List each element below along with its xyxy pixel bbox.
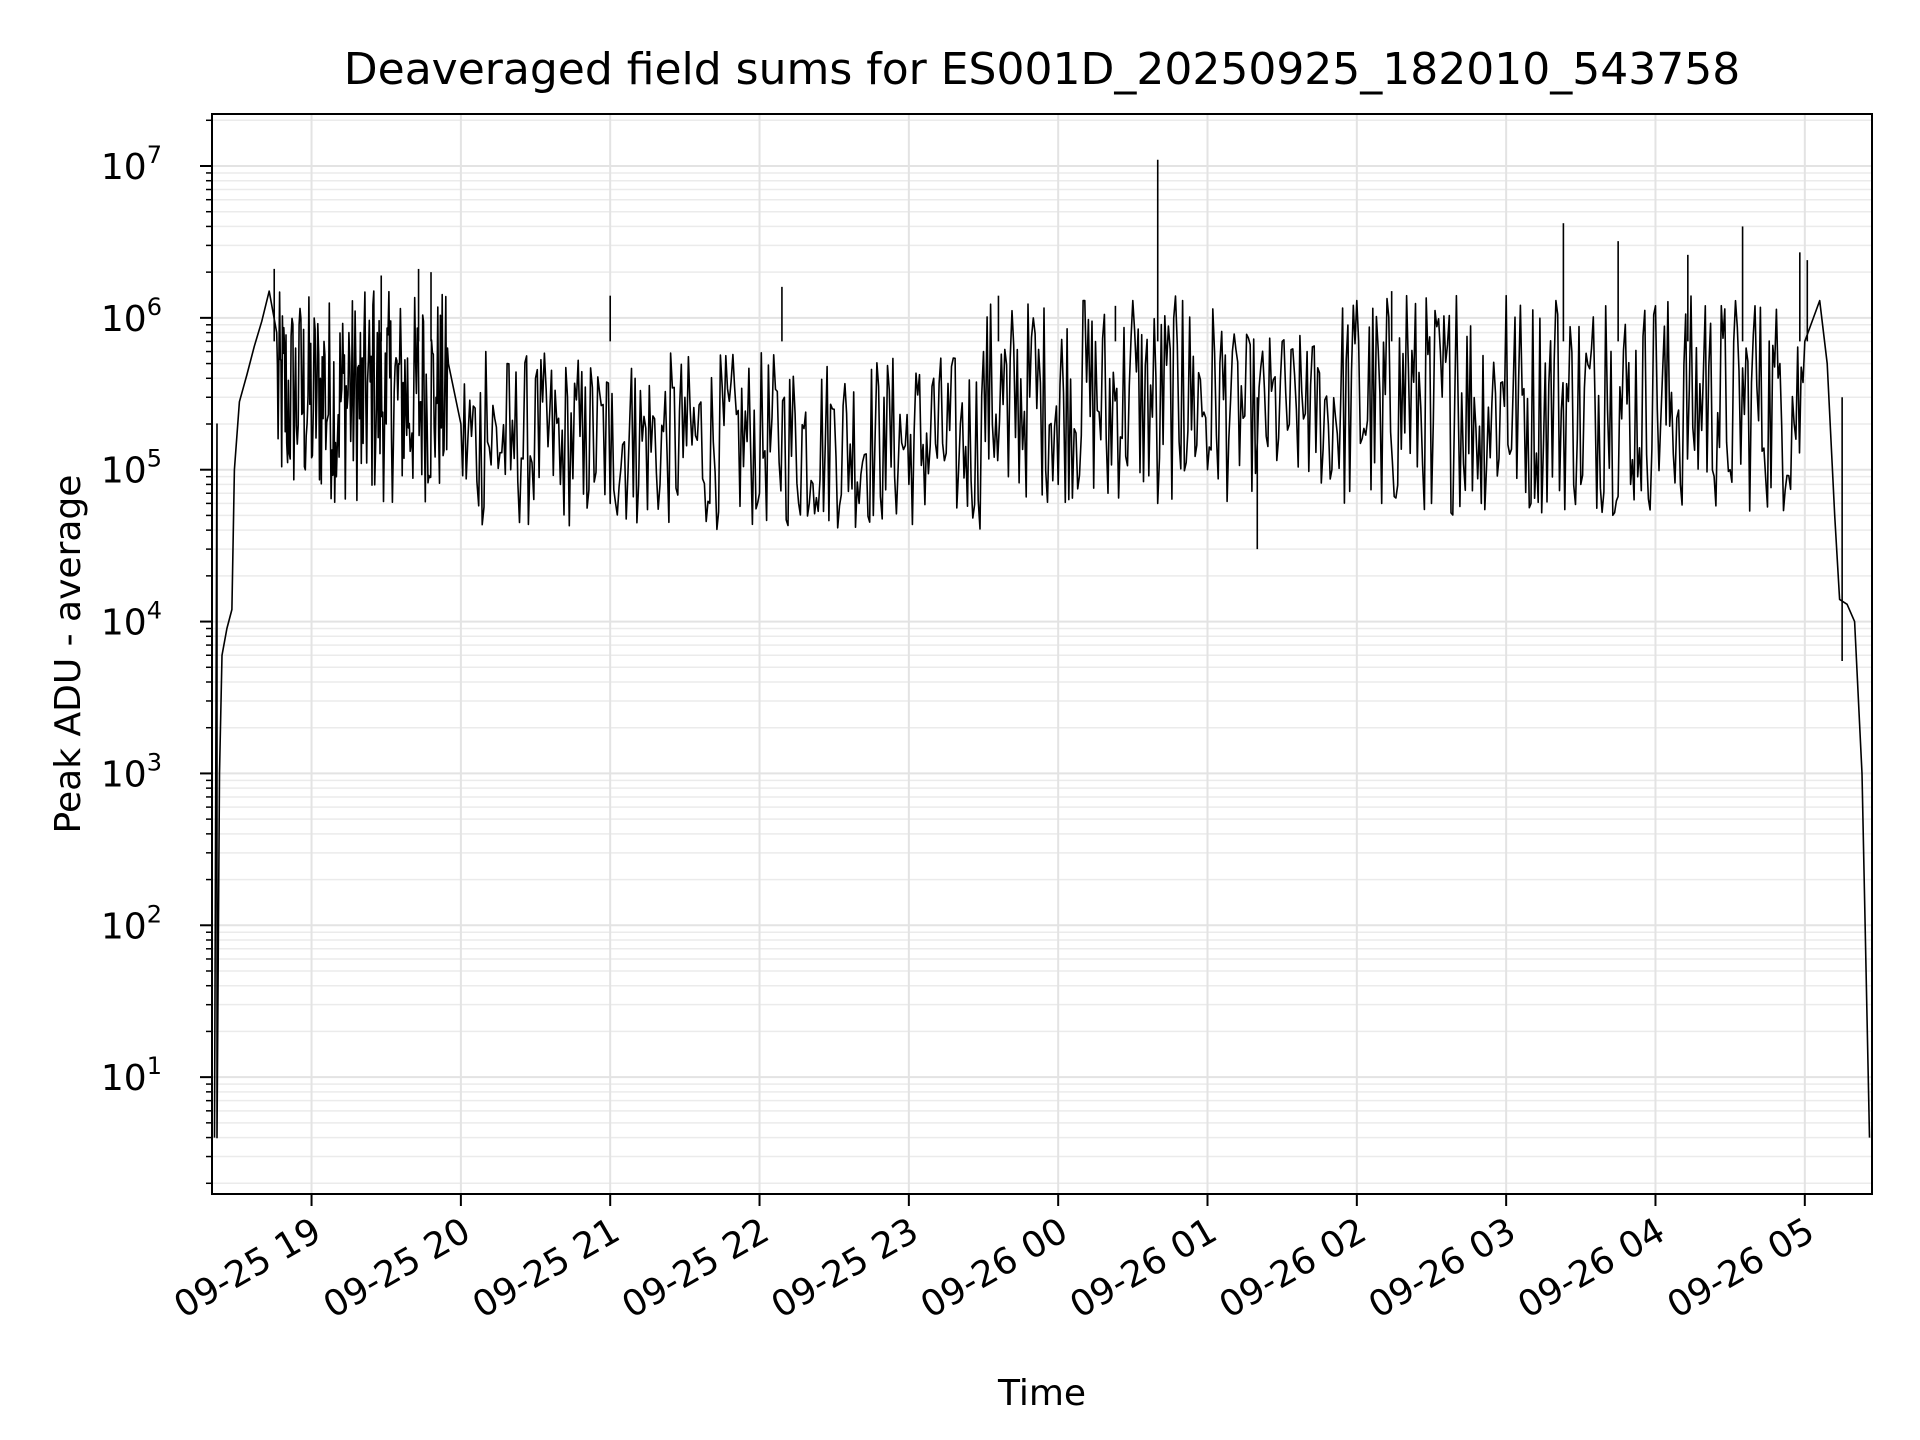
chart-title: Deaveraged field sums for ES001D_2025092…	[344, 44, 1740, 95]
y-tick-label: 105	[101, 445, 162, 492]
y-axis: 101 102 103 104 105 106 107	[101, 119, 212, 1185]
y-tick-label: 102	[101, 900, 162, 947]
series-line	[213, 290, 1871, 1139]
y-axis-label: Peak ADU - average	[48, 475, 89, 834]
x-axis-label: Time	[997, 1373, 1086, 1414]
y-tick-label: 101	[101, 1052, 162, 1099]
plot-frame	[211, 113, 1873, 1195]
minor-grid	[212, 119, 1872, 1185]
y-tick-label: 106	[101, 293, 162, 340]
y-tick-label: 103	[101, 748, 162, 795]
series-area	[213, 159, 1871, 1139]
y-tick-label: 104	[101, 597, 162, 644]
y-tick-label: 107	[101, 141, 162, 188]
major-grid	[212, 114, 1872, 1194]
